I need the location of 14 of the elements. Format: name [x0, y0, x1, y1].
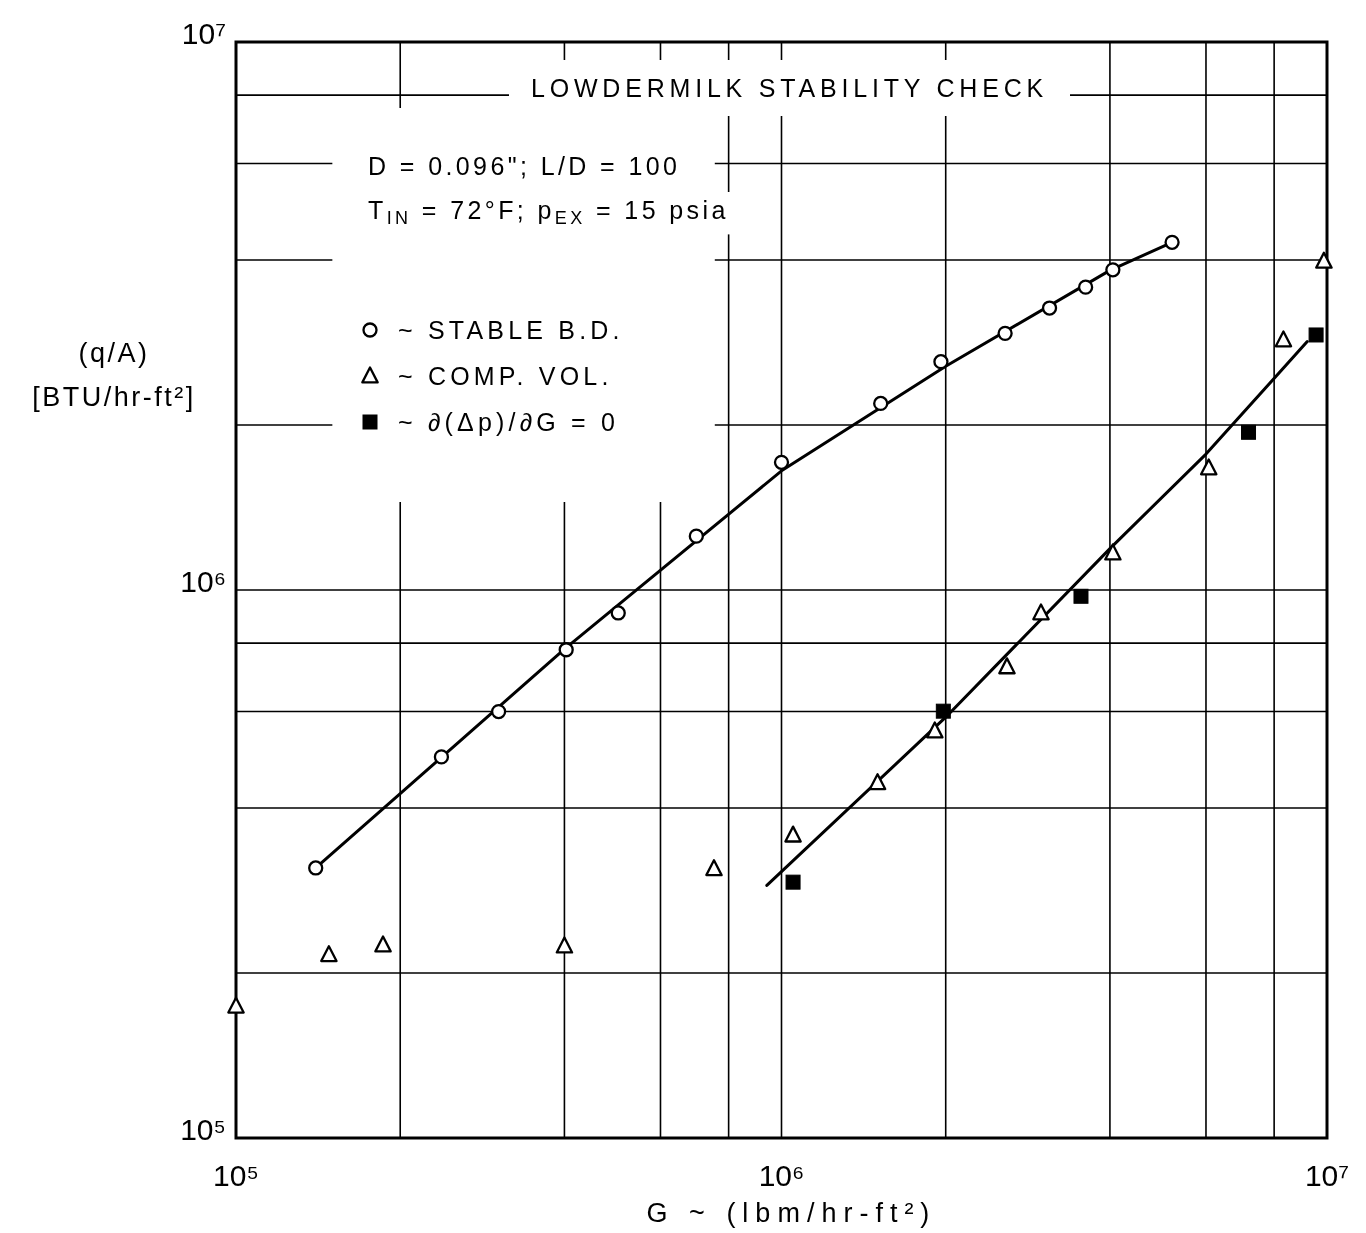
x-tick-label: 10⁷	[1304, 1158, 1350, 1192]
x-axis-title: G ~ (lbm/hr-ft²)	[646, 1198, 937, 1228]
x-tick-label: 10⁵	[213, 1158, 259, 1192]
x-tick-label: 10⁶	[758, 1158, 805, 1192]
annotation: T$_{IN}$ = 72°F; p$_{EX}$ = 15 psia	[368, 196, 729, 229]
text: LOWDERMILK STABILITY CHECK	[530, 74, 1049, 102]
y-tick-label: 10⁵	[180, 1112, 226, 1146]
legend-label: ~ ∂(Δp)/∂G = 0	[398, 408, 620, 436]
y-axis-title: (q/A) [BTU/hr-ft²]	[32, 338, 196, 412]
legend-label: ~ STABLE B.D.	[398, 316, 624, 344]
legend-label: ~ COMP. VOL.	[398, 362, 613, 390]
annotation: D = 0.096"; L/D = 100	[368, 152, 681, 180]
y-tick-label: 10⁶	[180, 564, 226, 598]
y-tick-label: 10⁷	[181, 16, 226, 50]
